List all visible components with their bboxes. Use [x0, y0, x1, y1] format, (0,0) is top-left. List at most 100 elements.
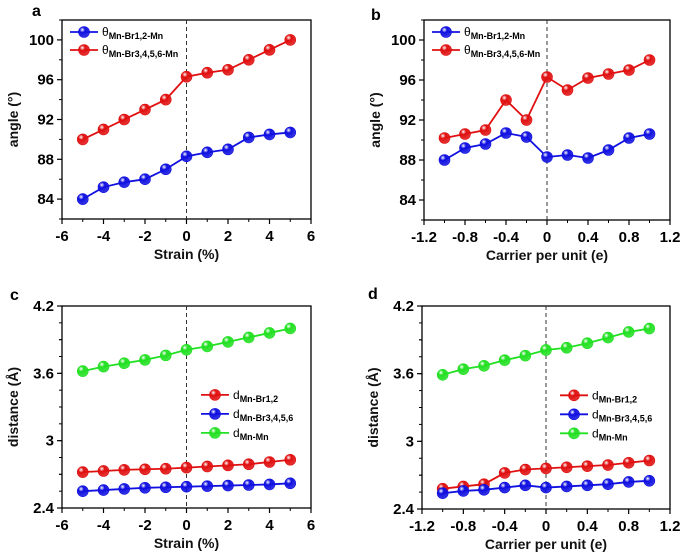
data-point [560, 341, 573, 354]
legend-marker [209, 408, 221, 420]
x-tick-label: 4 [265, 228, 274, 245]
data-point [561, 84, 574, 96]
legend-marker [209, 427, 221, 439]
legend-label: dMn-Mn [233, 426, 269, 442]
x-tick-label: 0 [543, 229, 551, 246]
data-point [582, 152, 594, 164]
panel-a: a -6 -4 -2 0 2 4 6 84 88 92 96 100 Strain (%) angle (°… [5, 3, 315, 262]
y-axis-label: distance (Å) [5, 367, 21, 447]
x-tick-label: 0.8 [619, 229, 640, 246]
legend-marker [440, 44, 452, 56]
data-point [478, 484, 490, 496]
data-point [242, 458, 255, 471]
data-point [139, 103, 151, 116]
data-point [263, 128, 276, 141]
x-tick-label: 0 [182, 517, 190, 534]
panel-b: b -1.2 -0.8 -0.4 0 0.4 0.8 1.2 84 88 92 96 100 Carrie… [367, 7, 680, 263]
data-point [139, 173, 151, 185]
panel-label: c [10, 287, 19, 304]
data-point [76, 485, 89, 497]
x-tick-label: 0 [182, 228, 190, 245]
data-point [139, 481, 151, 494]
legend-subscript: Mn-Br3,4,5,6-Mn [471, 49, 541, 59]
data-point [97, 181, 110, 193]
data-point [222, 63, 234, 76]
x-tick-label: -0.8 [450, 518, 476, 535]
legend-symbol: d [233, 388, 240, 402]
x-axis-label: Strain (%) [154, 535, 219, 551]
x-axis-label: Carrier per unit (e) [486, 247, 608, 263]
x-tick-label: 1.2 [660, 518, 681, 535]
data-point [436, 368, 449, 381]
data-point [602, 144, 615, 156]
x-tick-label: 0.4 [577, 518, 599, 535]
legend-label: θMn-Br1,2-Mn [464, 25, 525, 41]
legend-subscript: Mn-Br1,2-Mn [109, 31, 164, 41]
legend-symbol: d [592, 388, 599, 402]
data-point [520, 114, 533, 126]
data-point [602, 68, 615, 80]
data-point [159, 93, 172, 106]
x-tick-label: -2 [138, 517, 151, 534]
data-point [159, 163, 172, 176]
data-point [498, 467, 511, 479]
x-tick-label: 2 [224, 517, 232, 534]
panel-c: c -6 -4 -2 0 2 4 6 2.4 3 3.6 4.2 Strain (%) distance … [5, 287, 315, 551]
x-tick-label: 6 [307, 517, 315, 534]
y-tick-label: 88 [37, 151, 54, 168]
x-tick-label: 0.8 [618, 518, 639, 535]
data-point [284, 477, 297, 490]
data-point [284, 34, 297, 46]
data-point [622, 456, 635, 469]
data-point [623, 132, 635, 144]
data-point [159, 349, 172, 362]
data-point [561, 149, 574, 161]
data-point [263, 478, 276, 491]
data-point [201, 460, 214, 473]
panel-label: d [368, 286, 378, 303]
data-point [180, 480, 193, 493]
data-point [519, 349, 532, 362]
legend-label: dMn-Mn [592, 426, 628, 442]
legend-marker [568, 389, 580, 402]
y-tick-label: 3 [46, 433, 54, 450]
data-point [118, 464, 131, 476]
y-tick-label: 3.6 [33, 365, 54, 382]
data-point [520, 131, 533, 143]
data-point [118, 113, 131, 126]
x-tick-label: -6 [55, 228, 68, 245]
x-tick-label: 4 [265, 517, 274, 534]
data-point [438, 154, 451, 166]
y-tick-label: 2.4 [393, 501, 415, 518]
data-point [581, 337, 594, 350]
y-tick-label: 96 [37, 72, 54, 89]
data-point [622, 476, 635, 488]
x-tick-label: -1.2 [411, 229, 437, 246]
legend-marker [440, 26, 452, 38]
legend-label: dMn-Br3,4,5,6 [592, 407, 652, 423]
data-point [581, 479, 594, 492]
y-tick-label: 84 [399, 192, 416, 209]
y-tick-label: 84 [37, 191, 54, 208]
y-tick-label: 3 [406, 433, 414, 450]
legend-marker [568, 408, 580, 421]
legend-subscript: Mn-Br1,2 [240, 394, 279, 404]
x-axis-label: Carrier per unit (e) [485, 536, 607, 552]
y-tick-label: 4.2 [393, 298, 414, 315]
data-point [159, 481, 172, 494]
data-point [643, 322, 656, 335]
data-point [139, 463, 151, 476]
legend-subscript: Mn-Mn [240, 432, 269, 442]
legend-symbol: d [592, 407, 599, 421]
x-tick-label: -1.2 [409, 518, 435, 535]
data-point [263, 327, 276, 339]
data-point [602, 331, 614, 344]
data-point [582, 72, 594, 84]
y-axis-label: angle (°) [367, 92, 383, 147]
data-point [284, 322, 297, 335]
data-point [498, 481, 511, 494]
data-point [623, 64, 635, 76]
data-point [118, 483, 131, 495]
legend-label: dMn-Br1,2 [592, 388, 637, 404]
